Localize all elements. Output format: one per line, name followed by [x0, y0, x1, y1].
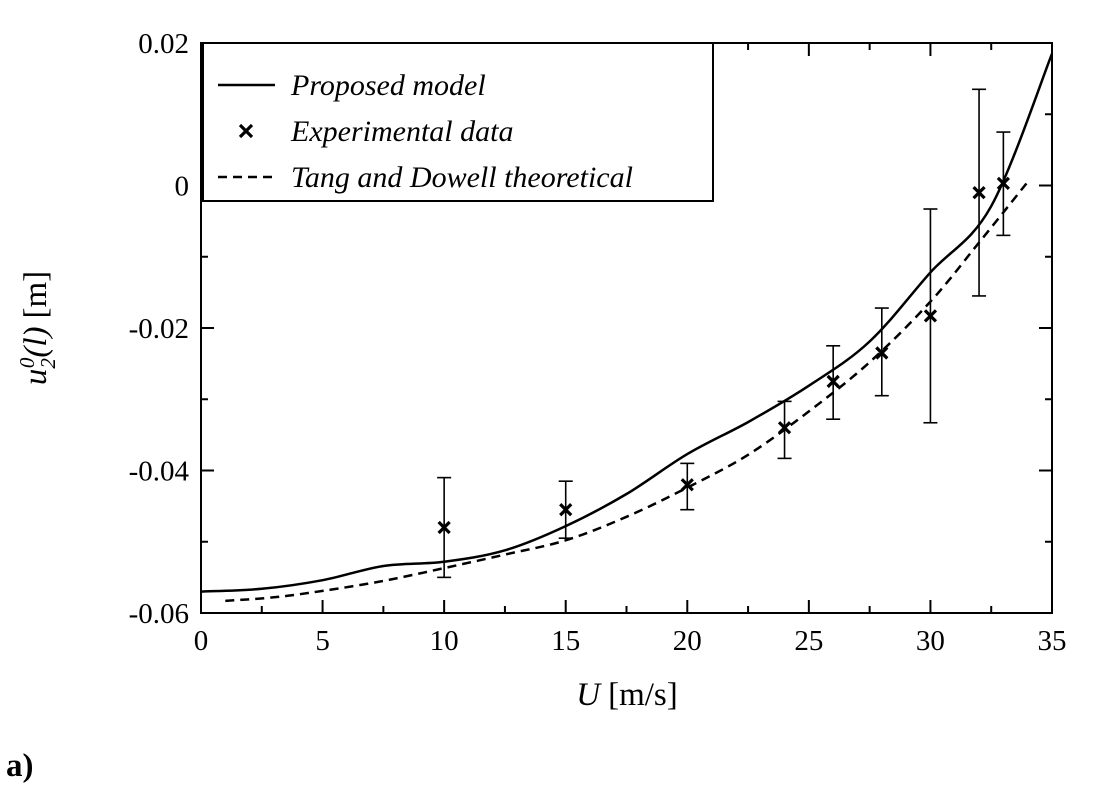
data-point: [558, 480, 573, 539]
curves: [200, 53, 1054, 603]
y-tick-label: -0.02: [129, 313, 189, 345]
experimental-points: [437, 88, 1011, 579]
y-axis-title: u20(l) [m]: [15, 271, 60, 385]
x-tick-label: 15: [551, 625, 580, 657]
x-marker-stroke: [777, 421, 792, 435]
data-point: [972, 88, 987, 297]
data-point: [680, 462, 695, 511]
axes: 0 5 10 15 20 25 30 35 -0.06 -0.04 -0.02 0 0.02: [129, 28, 1067, 657]
data-point: [777, 400, 792, 460]
panel-label: a): [6, 748, 34, 784]
x-tick-label: 5: [315, 625, 330, 657]
x-tick-label: 0: [194, 625, 209, 657]
legend: Proposed model Experimental data Tang an…: [202, 42, 714, 202]
y-axis-unit: [m]: [18, 271, 54, 319]
x-tick-label: 20: [673, 625, 702, 657]
x-axis-unit: [m/s]: [608, 677, 678, 713]
x-tick-label: 10: [430, 625, 459, 657]
legend-marker-experimental: [238, 123, 254, 139]
y-axis-subscript: 2: [36, 358, 60, 369]
x-tick-label: 35: [1038, 625, 1067, 657]
x-axis-symbol: U: [576, 677, 602, 713]
y-axis-symbol: u: [18, 369, 54, 386]
legend-label-proposed: Proposed model: [290, 69, 486, 102]
y-axis-superscript: 0: [15, 357, 39, 368]
y-tick-label: 0.02: [138, 28, 189, 60]
tang-dowell-curve: [225, 181, 1029, 603]
x-marker-stroke: [826, 374, 840, 389]
legend-label-tang-dowell: Tang and Dowell theoretical: [291, 161, 633, 194]
legend-box: [202, 42, 714, 202]
data-point: [923, 208, 938, 424]
data-point: [996, 131, 1011, 237]
x-marker-stroke: [559, 503, 573, 517]
x-marker-stroke: [680, 478, 694, 492]
y-tick-label: -0.04: [129, 456, 190, 488]
x-marker-stroke: [875, 346, 889, 360]
data-point: [826, 345, 841, 421]
x-marker-stroke: [437, 520, 451, 535]
y-tick-label: -0.06: [129, 598, 189, 630]
x-marker-stroke: [996, 176, 1011, 190]
data-point: [874, 307, 889, 397]
x-tick-label: 30: [916, 625, 945, 657]
x-marker-stroke: [923, 309, 938, 323]
x-tick-label: 25: [794, 625, 823, 657]
data-point: [437, 476, 452, 579]
x-marker-stroke: [972, 185, 986, 200]
y-axis-argument: (l): [18, 327, 54, 358]
proposed-model-curve: [200, 53, 1054, 593]
y-tick-label: 0: [175, 171, 190, 203]
x-axis-title: U [m/s]: [576, 677, 678, 713]
legend-label-experimental: Experimental data: [290, 115, 513, 148]
